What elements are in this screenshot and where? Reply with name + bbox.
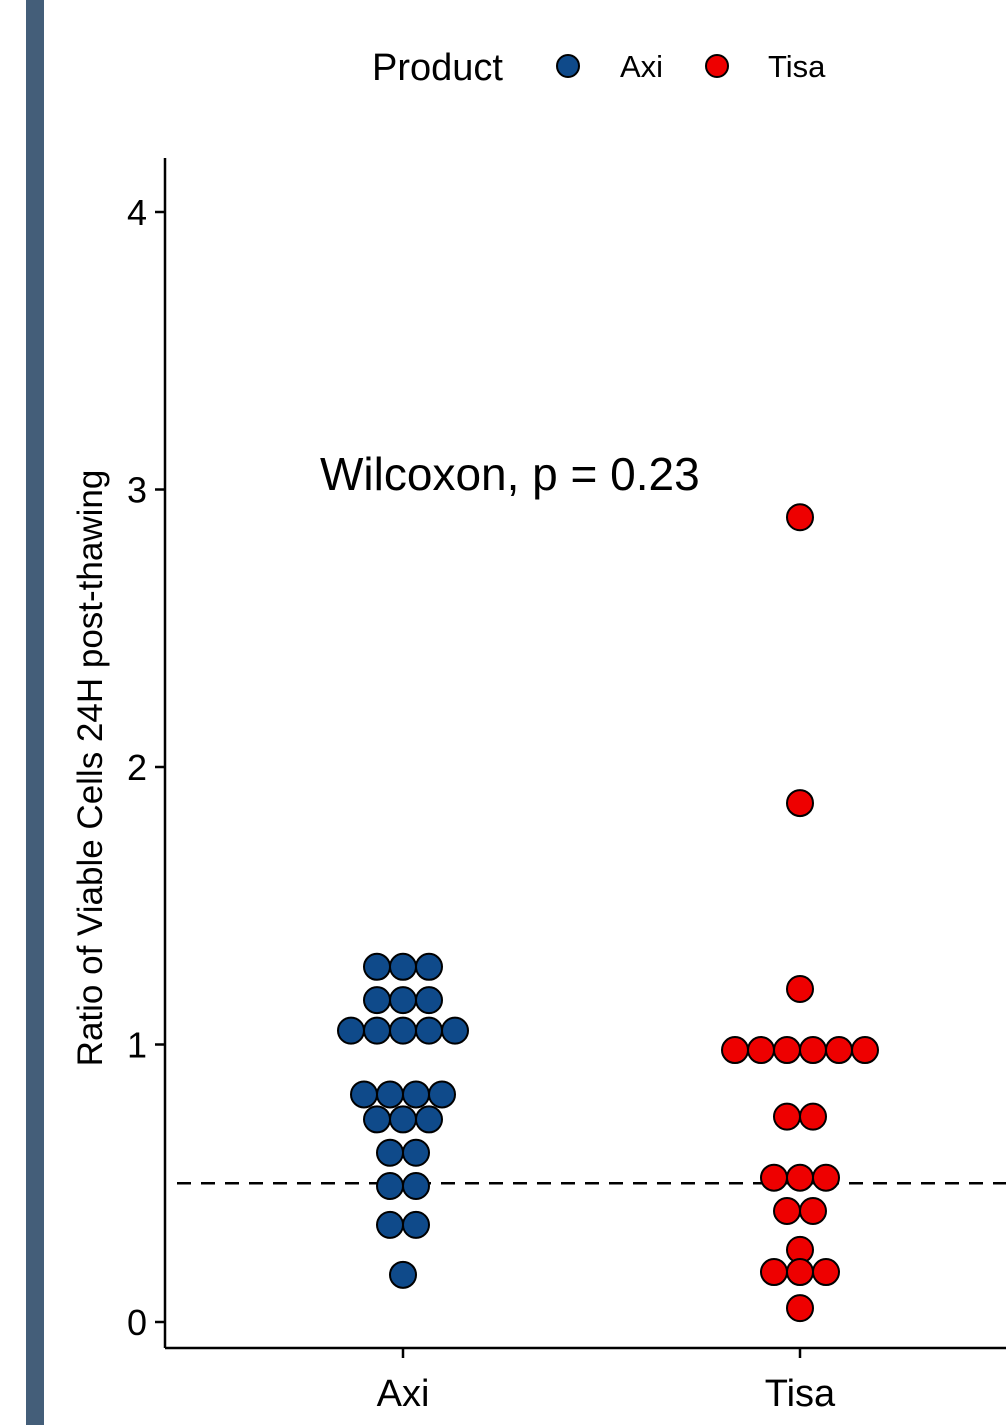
data-point-axi [441,1016,469,1045]
data-point-axi [428,1080,456,1109]
data-point-tisa [786,789,814,818]
y-tick-label: 4 [127,192,147,233]
data-point-tisa [773,1102,801,1131]
data-point-axi [415,1016,443,1045]
data-point-tisa [799,1036,827,1065]
data-point-tisa [812,1163,840,1192]
data-point-axi [389,952,417,981]
y-tick-label: 3 [127,470,147,511]
data-point-axi [402,1080,430,1109]
legend-label-axi: Axi [620,49,663,84]
data-point-tisa [812,1258,840,1287]
left-accent-bar [26,0,44,1425]
plot-area: 0 1 2 3 4 Axi Tisa Wilcoxon, p = 0.23 [127,158,1006,1415]
data-point-tisa [786,503,814,532]
data-point-tisa [786,1163,814,1192]
x-tick-label: Tisa [765,1373,836,1415]
data-point-tisa [760,1258,788,1287]
data-point-axi [389,986,417,1015]
data-point-axi [402,1172,430,1201]
data-point-tisa [786,1294,814,1323]
legend-swatch-tisa [705,54,729,78]
data-point-axi [350,1080,378,1109]
data-point-tisa [786,975,814,1003]
data-point-axi [363,1105,391,1134]
data-point-tisa [799,1102,827,1131]
data-point-axi [389,1105,417,1134]
data-point-tisa [773,1197,801,1225]
legend-label-tisa: Tisa [768,49,826,84]
data-point-axi [363,986,391,1015]
data-point-tisa [786,1258,814,1287]
data-point-axi [363,1016,391,1045]
data-point-axi [376,1210,404,1239]
data-point-tisa [799,1197,827,1225]
data-point-axi [389,1016,417,1045]
data-point-axi [376,1172,404,1201]
data-point-tisa [851,1036,879,1065]
data-point-axi [337,1016,365,1045]
data-point-tisa [825,1036,853,1065]
data-point-axi [376,1080,404,1109]
y-axis-label: Ratio of Viable Cells 24H post-thawing [71,470,110,1067]
x-tick-label: Axi [377,1373,430,1415]
annotation-text: Wilcoxon, p = 0.23 [320,448,700,500]
data-point-axi [376,1138,404,1167]
data-point-tisa [747,1036,775,1065]
data-point-tisa [721,1036,749,1065]
data-point-axi [389,1260,417,1289]
data-point-axi [415,1105,443,1134]
data-point-axi [402,1138,430,1167]
data-point-tisa [773,1036,801,1065]
legend-swatch-axi [556,54,580,78]
data-point-axi [415,952,443,981]
legend-title: Product [372,47,503,89]
data-point-axi [415,986,443,1015]
data-point-axi [363,952,391,981]
y-tick-label: 0 [127,1302,147,1343]
y-tick-label: 1 [127,1025,147,1066]
y-tick-label: 2 [127,747,147,788]
data-point-axi [402,1210,430,1239]
legend: Product Axi Tisa [372,47,826,89]
data-point-tisa [760,1163,788,1192]
